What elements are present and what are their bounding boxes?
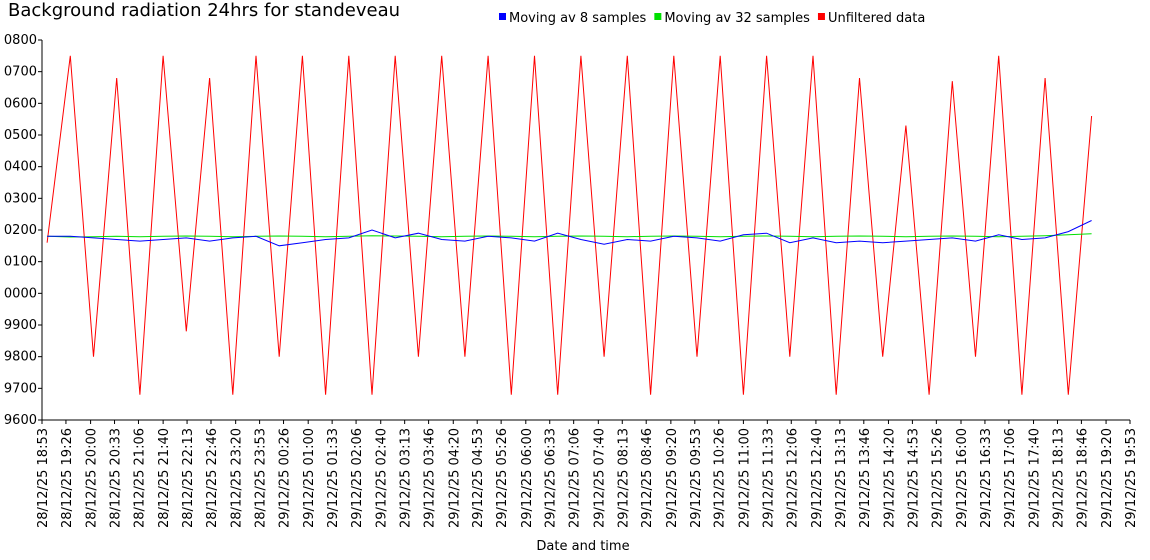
x-tick-label: 29/12/25 18:46 (1075, 428, 1090, 528)
legend-entry: Unfiltered data (828, 11, 925, 26)
y-tick-label: 0800 (4, 33, 37, 48)
x-tick-label: 29/12/25 08:46 (640, 428, 655, 528)
x-tick-label: 29/12/25 04:20 (447, 428, 462, 528)
x-tick-label: 28/12/25 21:06 (132, 428, 147, 528)
chart-title: Background radiation 24hrs for standevea… (8, 0, 400, 21)
x-tick-label: 28/12/25 23:20 (230, 428, 245, 528)
x-tick-label: 29/12/25 12:40 (810, 428, 825, 528)
y-tick-label: 0400 (4, 160, 37, 175)
legend-entry: Moving av 8 samples (509, 11, 647, 26)
y-tick-label: 9700 (4, 381, 37, 396)
x-tick-label: 29/12/25 04:53 (471, 428, 486, 528)
y-axis-ticks: 9600 9700 9800 9900 0000 0100 0200 0300 0400 0500… (4, 33, 42, 428)
x-tick-label: 28/12/25 23:53 (254, 428, 269, 528)
x-tick-label: 28/12/25 20:00 (85, 428, 100, 528)
x-tick-label: 29/12/25 19:20 (1100, 428, 1115, 528)
x-tick-label: 29/12/25 19:53 (1124, 428, 1139, 528)
series-lines (46, 55, 1093, 395)
x-tick-label: 29/12/25 11:33 (761, 428, 776, 528)
x-tick-label: 29/12/25 09:20 (665, 428, 680, 528)
y-tick-label: 0500 (4, 128, 37, 143)
y-tick-label: 0700 (4, 65, 37, 80)
y-tick-label: 0200 (4, 223, 37, 238)
y-tick-label: 0300 (4, 191, 37, 206)
x-tick-label: 29/12/25 18:13 (1051, 428, 1066, 528)
series-line-moving-av-8-samples (47, 220, 1092, 247)
x-tick-label: 29/12/25 01:33 (326, 428, 341, 528)
x-axis-ticks: 28/12/25 18:53 28/12/25 19:26 28/12/25 20:… (36, 420, 1139, 528)
y-tick-label: 9800 (4, 350, 37, 365)
x-tick-label: 29/12/25 12:06 (785, 428, 800, 528)
x-tick-label: 29/12/25 16:00 (955, 428, 970, 528)
x-tick-label: 29/12/25 17:06 (1003, 428, 1018, 528)
x-tick-label: 29/12/25 05:26 (495, 428, 510, 528)
x-tick-label: 29/12/25 02:40 (375, 428, 390, 528)
axes (41, 40, 1130, 421)
y-tick-label: 0100 (4, 255, 37, 270)
x-tick-label: 28/12/25 21:40 (157, 428, 172, 528)
legend-swatch (499, 13, 506, 20)
x-tick-label: 29/12/25 11:00 (737, 428, 752, 528)
x-tick-label: 29/12/25 03:13 (399, 428, 414, 528)
legend-swatch (817, 13, 825, 20)
legend: Moving av 8 samples Moving av 32 samples U… (499, 11, 925, 26)
x-tick-label: 29/12/25 03:46 (423, 428, 438, 528)
x-tick-label: 29/12/25 01:00 (302, 428, 317, 528)
x-tick-label: 28/12/25 22:46 (205, 428, 220, 528)
x-tick-label: 28/12/25 20:33 (109, 428, 124, 528)
x-tick-label: 29/12/25 17:40 (1028, 428, 1043, 528)
y-tick-label: 0600 (4, 96, 37, 111)
x-tick-label: 29/12/25 02:06 (350, 428, 365, 528)
x-tick-label: 29/12/25 07:06 (568, 428, 583, 528)
x-tick-label: 29/12/25 06:00 (520, 428, 535, 528)
x-tick-label: 29/12/25 09:53 (689, 428, 704, 528)
x-tick-label: 29/12/25 00:26 (278, 428, 293, 528)
y-tick-label: 9600 (4, 413, 37, 428)
x-tick-label: 29/12/25 13:46 (858, 428, 873, 528)
x-tick-label: 29/12/25 06:33 (544, 428, 559, 528)
x-axis-label: Date and time (536, 539, 629, 554)
x-tick-label: 29/12/25 16:33 (979, 428, 994, 528)
x-tick-label: 28/12/25 18:53 (36, 428, 51, 528)
x-tick-label: 28/12/25 22:13 (181, 428, 196, 528)
x-tick-label: 29/12/25 14:53 (906, 428, 921, 528)
legend-entry: Moving av 32 samples (664, 11, 810, 26)
series-line-unfiltered-data (46, 55, 1093, 395)
x-tick-label: 29/12/25 15:26 (930, 428, 945, 528)
x-tick-label: 29/12/25 13:13 (834, 428, 849, 528)
legend-swatch (654, 13, 662, 20)
x-tick-label: 29/12/25 07:40 (592, 428, 607, 528)
x-tick-label: 29/12/25 10:26 (713, 428, 728, 528)
y-tick-label: 0000 (4, 286, 37, 301)
y-tick-label: 9900 (4, 318, 37, 333)
x-tick-label: 29/12/25 08:13 (616, 428, 631, 528)
x-tick-label: 28/12/25 19:26 (60, 428, 75, 528)
x-tick-label: 29/12/25 14:20 (882, 428, 897, 528)
